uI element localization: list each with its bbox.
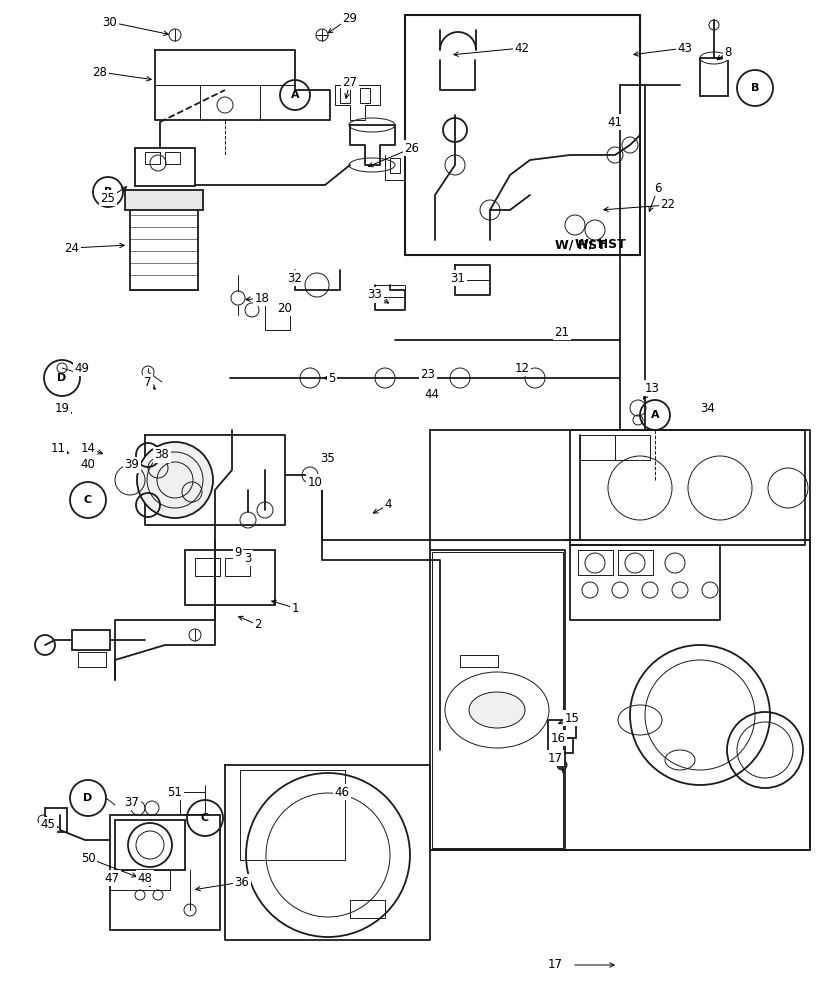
Bar	[185, 550, 275, 605]
Text: 13: 13	[645, 381, 659, 394]
Bar	[145, 152, 160, 164]
Bar	[165, 152, 180, 164]
Text: 1: 1	[291, 601, 299, 614]
Text: 39: 39	[125, 458, 140, 472]
Text: 28: 28	[92, 66, 108, 79]
Bar	[618, 550, 653, 575]
Text: C: C	[201, 813, 209, 823]
Text: 8: 8	[725, 45, 732, 58]
Bar	[460, 655, 498, 667]
Text: 46: 46	[335, 786, 349, 798]
Text: 11: 11	[51, 442, 65, 454]
Text: 24: 24	[64, 241, 79, 254]
Text: 16: 16	[551, 732, 565, 744]
Text: 48: 48	[138, 871, 153, 884]
Text: B: B	[751, 83, 759, 93]
Text: 45: 45	[41, 818, 55, 832]
Text: C: C	[84, 495, 92, 505]
Bar	[110, 815, 220, 930]
Bar	[240, 770, 345, 860]
Text: 41: 41	[607, 115, 623, 128]
Text: 50: 50	[81, 852, 95, 864]
Text: 30: 30	[103, 15, 118, 28]
Bar	[615, 435, 650, 460]
Text: 12: 12	[515, 361, 530, 374]
Text: 49: 49	[74, 361, 90, 374]
Bar	[548, 738, 573, 753]
Bar	[580, 435, 615, 460]
Bar	[700, 58, 728, 96]
Bar	[78, 652, 106, 667]
Text: 17: 17	[548, 752, 562, 764]
Text: 25: 25	[100, 192, 115, 205]
Bar	[130, 195, 198, 290]
Bar	[180, 792, 205, 814]
Text: 9: 9	[234, 546, 242, 558]
Bar	[45, 808, 67, 832]
Text: 34: 34	[701, 401, 716, 414]
Bar	[195, 558, 220, 576]
Bar	[110, 870, 170, 890]
Text: 19: 19	[55, 401, 69, 414]
Text: 22: 22	[660, 198, 676, 212]
Bar	[350, 900, 385, 918]
Bar	[548, 720, 576, 738]
Text: 14: 14	[81, 442, 95, 454]
Bar	[340, 88, 350, 103]
Text: 3: 3	[244, 552, 251, 564]
Bar	[125, 190, 203, 210]
Text: W/ HST: W/ HST	[575, 237, 626, 250]
Text: 29: 29	[343, 11, 357, 24]
Text: 32: 32	[287, 271, 303, 284]
Bar	[225, 558, 250, 576]
Text: 15: 15	[565, 712, 579, 724]
Text: 20: 20	[277, 302, 292, 314]
Text: 4: 4	[384, 498, 392, 512]
Text: D: D	[57, 373, 67, 383]
Bar	[432, 552, 563, 848]
Text: 33: 33	[368, 288, 383, 302]
Bar	[72, 630, 110, 650]
Bar	[135, 148, 195, 186]
Text: 26: 26	[405, 141, 419, 154]
Text: 47: 47	[104, 871, 119, 884]
Text: B: B	[104, 187, 112, 197]
Text: A: A	[650, 410, 659, 420]
Text: 7: 7	[144, 375, 152, 388]
Text: 40: 40	[81, 458, 95, 472]
Bar	[578, 550, 613, 575]
Text: 51: 51	[167, 786, 183, 798]
Text: 44: 44	[424, 388, 440, 401]
Text: W/ HST: W/ HST	[555, 238, 605, 251]
Circle shape	[557, 760, 567, 770]
Text: 37: 37	[125, 796, 140, 808]
Text: 42: 42	[515, 41, 530, 54]
Ellipse shape	[469, 692, 525, 728]
Circle shape	[137, 442, 213, 518]
Text: 27: 27	[343, 76, 357, 89]
Text: 35: 35	[321, 452, 335, 464]
Text: 21: 21	[555, 326, 570, 338]
Text: 18: 18	[255, 292, 269, 304]
Text: D: D	[83, 793, 93, 803]
Text: 23: 23	[420, 368, 436, 381]
Text: 31: 31	[450, 271, 465, 284]
Text: 17: 17	[548, 958, 562, 972]
Text: 43: 43	[677, 41, 693, 54]
Bar	[115, 820, 185, 870]
Text: 5: 5	[328, 371, 335, 384]
Bar	[360, 88, 370, 103]
Text: 10: 10	[308, 476, 322, 488]
Text: 38: 38	[154, 448, 170, 462]
Text: 2: 2	[255, 618, 262, 632]
Text: A: A	[290, 90, 299, 100]
Bar	[405, 15, 640, 255]
Bar	[390, 158, 400, 173]
Bar	[375, 285, 405, 297]
Text: 6: 6	[654, 182, 662, 194]
Text: 36: 36	[234, 876, 250, 888]
